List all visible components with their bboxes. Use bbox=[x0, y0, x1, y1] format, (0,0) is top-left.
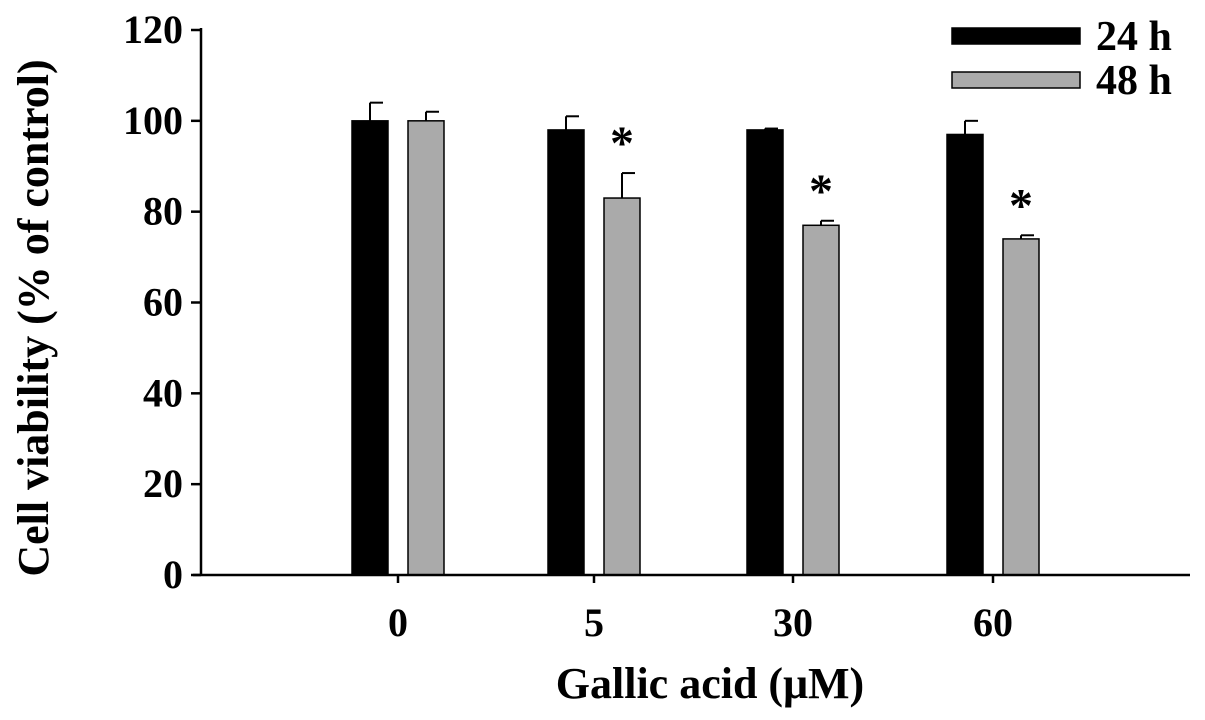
legend: 24 h48 h bbox=[951, 14, 1172, 104]
y-tick-label-0: 0 bbox=[163, 552, 183, 597]
significance-mark-5: * bbox=[610, 117, 634, 170]
bar-48-h-60 bbox=[1002, 238, 1040, 576]
axes-layer bbox=[191, 28, 1190, 583]
bar-48-h-30 bbox=[802, 224, 840, 576]
x-tick-label-60: 60 bbox=[973, 600, 1013, 645]
y-tick-label-40: 40 bbox=[143, 370, 183, 415]
legend-label-48-h: 48 h bbox=[1096, 58, 1172, 104]
x-tick-label-5: 5 bbox=[584, 600, 604, 645]
y-axis-title: Cell viability (% of control) bbox=[9, 59, 58, 576]
bar-24-h-5 bbox=[547, 129, 585, 576]
x-tick-label-0: 0 bbox=[388, 600, 408, 645]
y-tick-label-100: 100 bbox=[123, 98, 183, 143]
bar-48-h-0 bbox=[407, 120, 445, 576]
significance-mark-30: * bbox=[809, 165, 833, 218]
labels-layer: * * * 0 20 40 60 80 100 120 0 5 30 60 Gallic acid (μM)… bbox=[9, 7, 1033, 708]
significance-mark-60: * bbox=[1009, 179, 1033, 232]
y-tick-label-120: 120 bbox=[123, 7, 183, 52]
y-tick-label-80: 80 bbox=[143, 189, 183, 234]
legend-label-24-h: 24 h bbox=[1096, 14, 1172, 60]
bars-layer bbox=[351, 101, 1040, 576]
bar-24-h-30 bbox=[746, 129, 784, 576]
bar-24-h-0 bbox=[351, 120, 389, 576]
y-tick-label-20: 20 bbox=[143, 461, 183, 506]
legend-swatch-24-h bbox=[951, 27, 1081, 45]
bar-24-h-60 bbox=[946, 133, 984, 576]
y-tick-label-60: 60 bbox=[143, 280, 183, 325]
x-axis-title: Gallic acid (μM) bbox=[556, 659, 864, 708]
legend-swatch-48-h bbox=[951, 71, 1081, 89]
bar-48-h-5 bbox=[603, 197, 641, 576]
x-tick-label-30: 30 bbox=[773, 600, 813, 645]
